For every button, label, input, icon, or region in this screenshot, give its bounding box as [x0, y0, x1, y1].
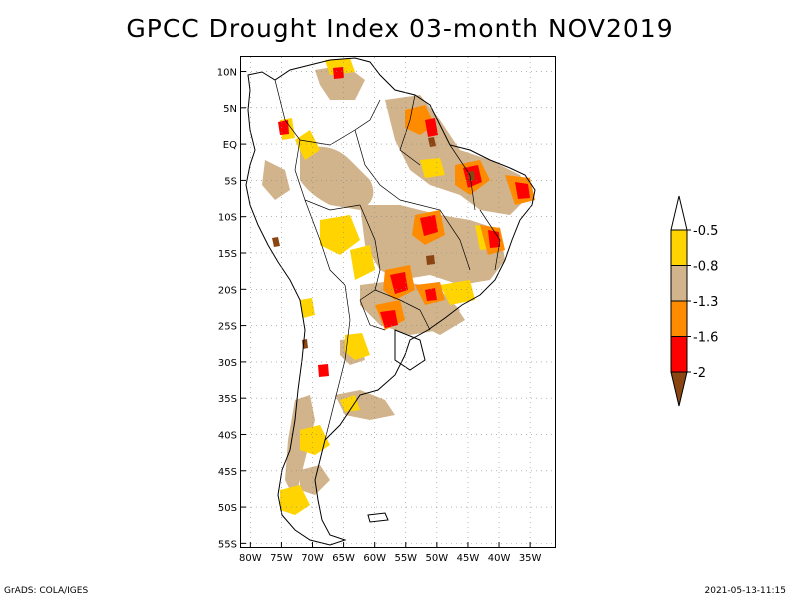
drought-area-mild-12 — [300, 298, 315, 318]
legend-label: -0.5 — [693, 224, 718, 239]
lat-label: 10N — [217, 68, 237, 79]
drought-area-mild-5 — [300, 425, 330, 455]
lat-label: 25S — [218, 322, 237, 333]
drought-area-extreme-6 — [278, 120, 289, 135]
lat-label: 45S — [218, 467, 237, 478]
drought-area-exceptional-2 — [272, 237, 280, 247]
drought-area-mild-4 — [440, 280, 475, 305]
grads-credit: GrADS: COLA/IGES — [4, 586, 89, 596]
border-5 — [359, 204, 381, 301]
drought-area-mild-1 — [295, 130, 320, 160]
border-7 — [374, 289, 431, 331]
legend-swatch — [670, 336, 688, 373]
border-11 — [449, 144, 476, 211]
border-10 — [399, 199, 471, 271]
lat-label: 35S — [218, 394, 237, 405]
lon-label: 35W — [519, 553, 542, 564]
lat-label: 30S — [218, 358, 237, 369]
drought-area-extreme-2 — [420, 215, 438, 236]
border-9 — [399, 94, 421, 166]
drought-area-mild-3 — [350, 245, 375, 280]
legend-swatch — [670, 265, 688, 302]
latitude-labels: 10N 5N EQ 5S 10S 15S 20S 25S 30S 35S 40S 45S 50S 55S — [217, 68, 246, 550]
lon-label: 45W — [457, 553, 480, 564]
drought-shading — [262, 58, 535, 515]
map-frame — [240, 56, 556, 548]
lat-label: 5N — [223, 104, 237, 115]
lon-label: 70W — [301, 553, 324, 564]
drought-area-amazon-west — [300, 146, 374, 210]
lat-label: EQ — [223, 140, 237, 151]
legend-label: -2 — [693, 366, 706, 381]
border-4 — [304, 199, 346, 286]
lon-label: 75W — [270, 553, 293, 564]
drought-area-mild-7 — [345, 333, 370, 360]
drought-area-north-coast — [315, 65, 365, 100]
legend-label: -0.8 — [693, 260, 718, 275]
legend-label: -1.6 — [693, 331, 718, 346]
drought-area-mild-13 — [420, 158, 445, 178]
south-america-outline — [245, 57, 536, 546]
legend-label: -1.3 — [693, 295, 718, 310]
lat-label: 50S — [218, 503, 237, 514]
border-12 — [479, 209, 501, 271]
map-title: GPCC Drought Index 03-month NOV2019 — [126, 14, 674, 43]
rio-de-la-plata-outline — [394, 329, 426, 371]
drought-area-exceptional-4 — [426, 255, 435, 265]
falklands-outline — [367, 512, 389, 523]
legend-swatch — [670, 229, 688, 266]
drought-area-extreme-7 — [333, 67, 344, 79]
lat-label: 10S — [218, 213, 237, 224]
drought-area-south-brazil — [420, 300, 465, 335]
graticule — [241, 57, 555, 547]
legend-swatch — [670, 300, 688, 337]
drought-area-extreme-3 — [390, 272, 408, 294]
legend-top-arrow — [670, 195, 688, 231]
lon-label: 80W — [239, 553, 262, 564]
drought-area-extreme-5 — [380, 310, 398, 328]
lon-label: 40W — [488, 553, 511, 564]
lon-label: 55W — [394, 553, 417, 564]
drought-area-extreme-4 — [488, 230, 500, 248]
border-6 — [324, 284, 351, 441]
drought-area-mild-10 — [340, 395, 360, 412]
coastline — [245, 57, 536, 546]
drought-area-extreme-10 — [318, 364, 329, 377]
lat-label: 20S — [218, 285, 237, 296]
border-2 — [354, 129, 401, 201]
timestamp: 2021-05-13-11:15 — [704, 586, 787, 596]
legend-bottom-arrow — [670, 371, 688, 407]
drought-area-mild-6 — [280, 485, 310, 515]
lon-label: 65W — [332, 553, 355, 564]
lat-label: 55S — [218, 539, 237, 550]
drought-area-mild-9 — [325, 58, 355, 75]
lon-label: 50W — [426, 553, 449, 564]
border-8 — [359, 299, 386, 331]
lon-label: 60W — [363, 553, 386, 564]
longitude-labels: 80W 75W 70W 65W 60W 55W 50W 45W 40W 35W — [239, 542, 542, 564]
drought-area-mild-2 — [320, 215, 360, 255]
color-legend: -0.5 -0.8 -1.3 -1.6 -2 — [670, 195, 718, 407]
country-borders — [274, 79, 501, 441]
border-1 — [274, 79, 381, 146]
lat-label: 5S — [224, 176, 237, 187]
drought-area-west-amazon — [262, 160, 290, 200]
drought-area-exceptional-1 — [468, 171, 475, 181]
drought-area-extreme-8 — [425, 288, 437, 301]
drought-area-exceptional-5 — [428, 137, 436, 147]
drought-area-extreme-11 — [425, 118, 438, 137]
lat-label: 40S — [218, 430, 237, 441]
lat-label: 15S — [218, 249, 237, 260]
drought-area-central — [360, 205, 505, 285]
drought-area-extreme-9 — [515, 182, 530, 199]
